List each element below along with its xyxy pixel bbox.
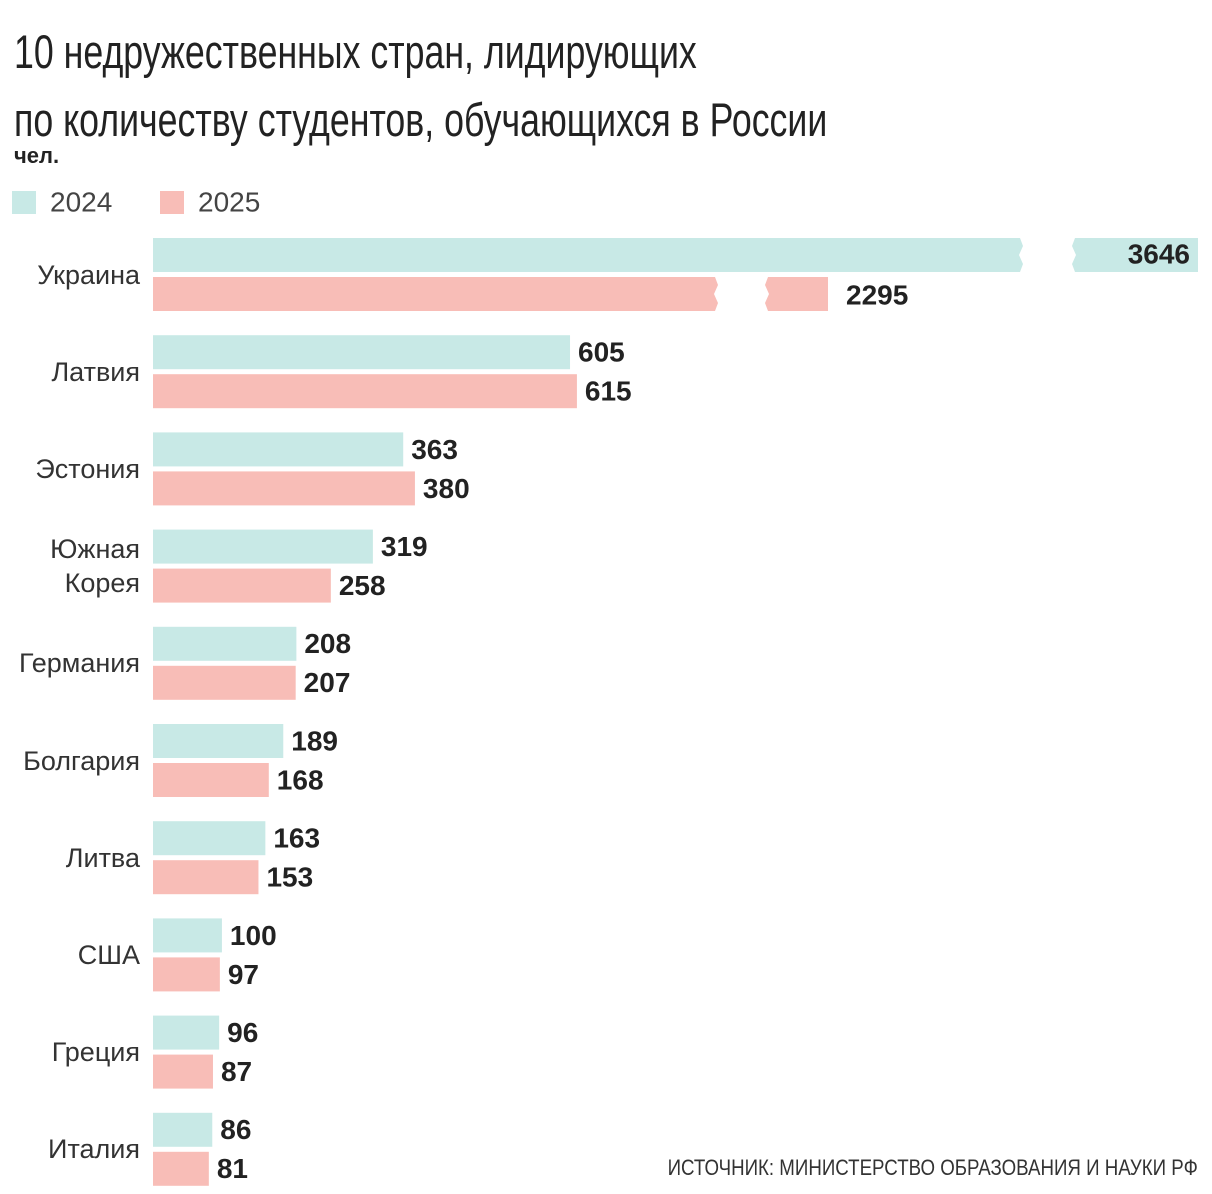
bar <box>153 626 297 661</box>
category-label: США <box>77 939 140 970</box>
bar <box>153 821 266 856</box>
bar <box>153 568 331 603</box>
category-label: Германия <box>18 648 140 679</box>
bar <box>153 374 577 409</box>
category-label: Южная Корея <box>50 534 140 599</box>
bar <box>153 1151 209 1186</box>
value-label: 258 <box>339 570 386 601</box>
category-label: Болгария <box>23 745 140 776</box>
legend-label: 2024 <box>50 186 112 217</box>
bar <box>153 1015 220 1050</box>
bar <box>153 471 415 506</box>
value-label: 96 <box>227 1017 258 1048</box>
bar <box>153 529 373 564</box>
bar <box>153 1054 213 1089</box>
value-label: 3646 <box>1128 238 1190 269</box>
value-label: 87 <box>221 1056 252 1087</box>
chart-title: 10 недружественных стран, лидирующих по … <box>14 25 828 146</box>
bar <box>153 724 284 758</box>
category-label: Греция <box>51 1037 140 1068</box>
bar <box>153 432 404 467</box>
value-label: 207 <box>304 667 351 698</box>
bar <box>153 1112 213 1147</box>
source: ИСТОЧНИК: МИНИСТЕРСТВО ОБРАЗОВАНИЯ И НАУ… <box>667 1155 1198 1180</box>
category-label: Италия <box>48 1134 140 1165</box>
value-label: 208 <box>304 628 351 659</box>
legend-swatch <box>12 191 36 214</box>
value-label: 2295 <box>846 279 908 310</box>
legend-swatch <box>160 191 184 214</box>
value-label: 615 <box>585 376 632 407</box>
bar <box>153 335 571 370</box>
bar <box>153 665 296 700</box>
value-label: 189 <box>291 725 338 756</box>
bar <box>153 277 828 311</box>
value-label: 81 <box>217 1153 248 1184</box>
value-label: 153 <box>266 862 313 893</box>
category-label: Литва <box>65 842 140 873</box>
value-label: 86 <box>220 1114 251 1145</box>
value-label: 363 <box>411 434 458 465</box>
value-label: 97 <box>228 959 259 990</box>
value-label: 380 <box>423 473 470 504</box>
value-label: 163 <box>273 823 320 854</box>
bar <box>153 860 259 895</box>
category-label: Украина <box>37 259 140 290</box>
bar <box>153 957 220 992</box>
unit-label: чел. <box>14 143 60 168</box>
legend-label: 2025 <box>198 186 260 217</box>
value-label: 168 <box>277 764 324 795</box>
value-label: 100 <box>230 920 277 951</box>
category-label: Латвия <box>51 356 140 387</box>
bar <box>153 763 269 797</box>
value-label: 605 <box>578 337 625 368</box>
bar <box>153 238 1198 272</box>
value-label: 319 <box>381 531 428 562</box>
bar <box>153 918 222 953</box>
category-label: Эстония <box>35 453 140 484</box>
